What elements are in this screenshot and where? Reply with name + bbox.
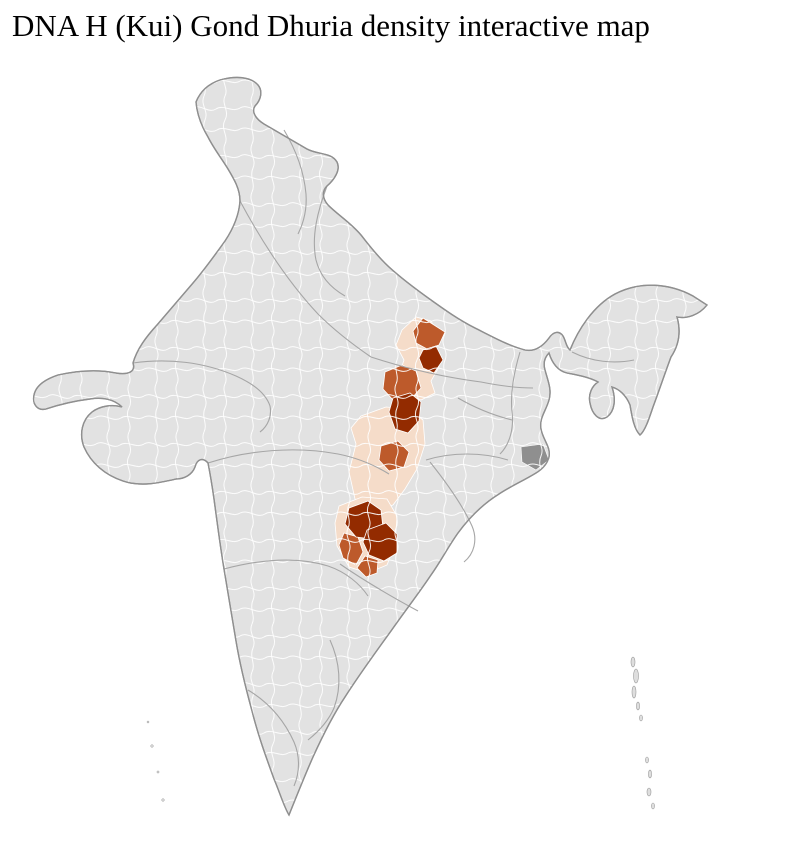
state-border: [571, 351, 635, 363]
page-title: DNA H (Kui) Gond Dhuria density interact…: [12, 8, 650, 43]
state-border: [307, 639, 340, 741]
state-borders: [132, 129, 635, 787]
state-border: [339, 563, 419, 612]
state-border: [247, 689, 300, 787]
island[interactable]: [150, 744, 154, 748]
island[interactable]: [631, 685, 637, 699]
state-border: [425, 453, 509, 461]
state-border: [132, 360, 272, 433]
state-border: [429, 461, 476, 563]
island[interactable]: [648, 769, 652, 779]
lakshadweep-islands[interactable]: [146, 720, 165, 802]
island[interactable]: [639, 714, 643, 722]
state-border: [283, 129, 307, 235]
island[interactable]: [651, 802, 655, 810]
state-border: [239, 200, 372, 358]
island[interactable]: [161, 798, 165, 802]
andaman-nicobar-islands[interactable]: [630, 656, 655, 810]
state-border: [207, 449, 390, 475]
island[interactable]: [633, 668, 639, 684]
island[interactable]: [646, 787, 652, 797]
state-border: [499, 351, 521, 455]
island[interactable]: [645, 756, 649, 764]
state-border: [457, 397, 513, 421]
state-border: [370, 356, 534, 389]
island[interactable]: [636, 701, 640, 711]
island[interactable]: [156, 770, 160, 774]
state-border: [223, 559, 369, 597]
state-border: [313, 185, 346, 297]
island[interactable]: [630, 656, 636, 668]
island[interactable]: [146, 720, 150, 724]
